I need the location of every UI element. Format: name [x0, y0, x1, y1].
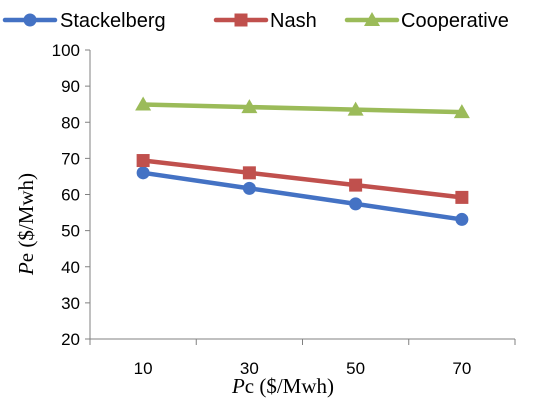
- x-tick-label: 10: [134, 359, 153, 378]
- x-tick-label: 30: [240, 359, 259, 378]
- legend-marker-nash: [234, 13, 248, 27]
- series-line-cooperative: [140, 102, 465, 115]
- x-tick-label: 70: [452, 359, 471, 378]
- x-axis: 10 30 50 70: [89, 338, 516, 378]
- data-point-cooperative: [135, 96, 152, 111]
- y-tick-label: 100: [52, 41, 80, 60]
- data-point-nash: [242, 166, 256, 180]
- series-nash: [136, 154, 469, 204]
- y-axis-title-unit: ($/Mwh): [14, 173, 38, 253]
- legend-marker-cooperative: [364, 12, 380, 26]
- y-tick-label: 50: [61, 222, 80, 241]
- legend-label-stackelberg: Stackelberg: [60, 10, 166, 32]
- y-tick-label: 80: [61, 113, 80, 132]
- legend-item-nash: Nash: [213, 10, 317, 32]
- x-axis-title-sub: c: [245, 374, 254, 398]
- data-point-stackelberg: [455, 212, 469, 226]
- y-axis-title-sub: e: [14, 253, 38, 262]
- data-point-cooperative: [347, 101, 364, 116]
- x-tick-label: 50: [346, 359, 365, 378]
- y-tick-label: 60: [61, 186, 80, 205]
- series-cooperative: [135, 96, 470, 119]
- data-point-stackelberg: [136, 166, 150, 180]
- data-point-nash: [455, 190, 469, 204]
- y-tick-label: 20: [61, 330, 80, 349]
- data-point-stackelberg: [349, 197, 363, 211]
- data-point-nash: [136, 154, 150, 168]
- x-axis-title: Pc ($/Mwh): [231, 374, 334, 398]
- data-point-cooperative: [241, 99, 258, 114]
- series-stackelberg: [136, 166, 469, 226]
- legend-marker-stackelberg: [23, 13, 37, 27]
- legend-label-cooperative: Cooperative: [401, 10, 509, 32]
- legend: Stackelberg Nash Cooperative: [2, 10, 509, 32]
- x-axis-title-unit: ($/Mwh): [254, 374, 334, 398]
- y-tick-label: 40: [61, 258, 80, 277]
- y-tick-label: 90: [61, 77, 80, 96]
- y-tick-label: 70: [61, 149, 80, 168]
- legend-item-stackelberg: Stackelberg: [2, 10, 166, 32]
- series-layer: [135, 96, 470, 226]
- y-axis: 20 30 40 50 60 70 80 90 100: [52, 41, 91, 349]
- series-line-stackelberg: [140, 170, 465, 222]
- legend-label-nash: Nash: [270, 10, 317, 32]
- y-axis-title-symbol: P: [14, 262, 38, 276]
- data-point-nash: [349, 178, 363, 192]
- series-line-nash: [140, 158, 465, 200]
- y-tick-label: 30: [61, 294, 80, 313]
- x-axis-title-symbol: P: [231, 374, 245, 398]
- y-axis-title: Pe ($/Mwh): [14, 173, 38, 276]
- data-point-cooperative: [453, 104, 470, 119]
- data-point-stackelberg: [242, 181, 256, 195]
- legend-item-cooperative: Cooperative: [344, 10, 509, 32]
